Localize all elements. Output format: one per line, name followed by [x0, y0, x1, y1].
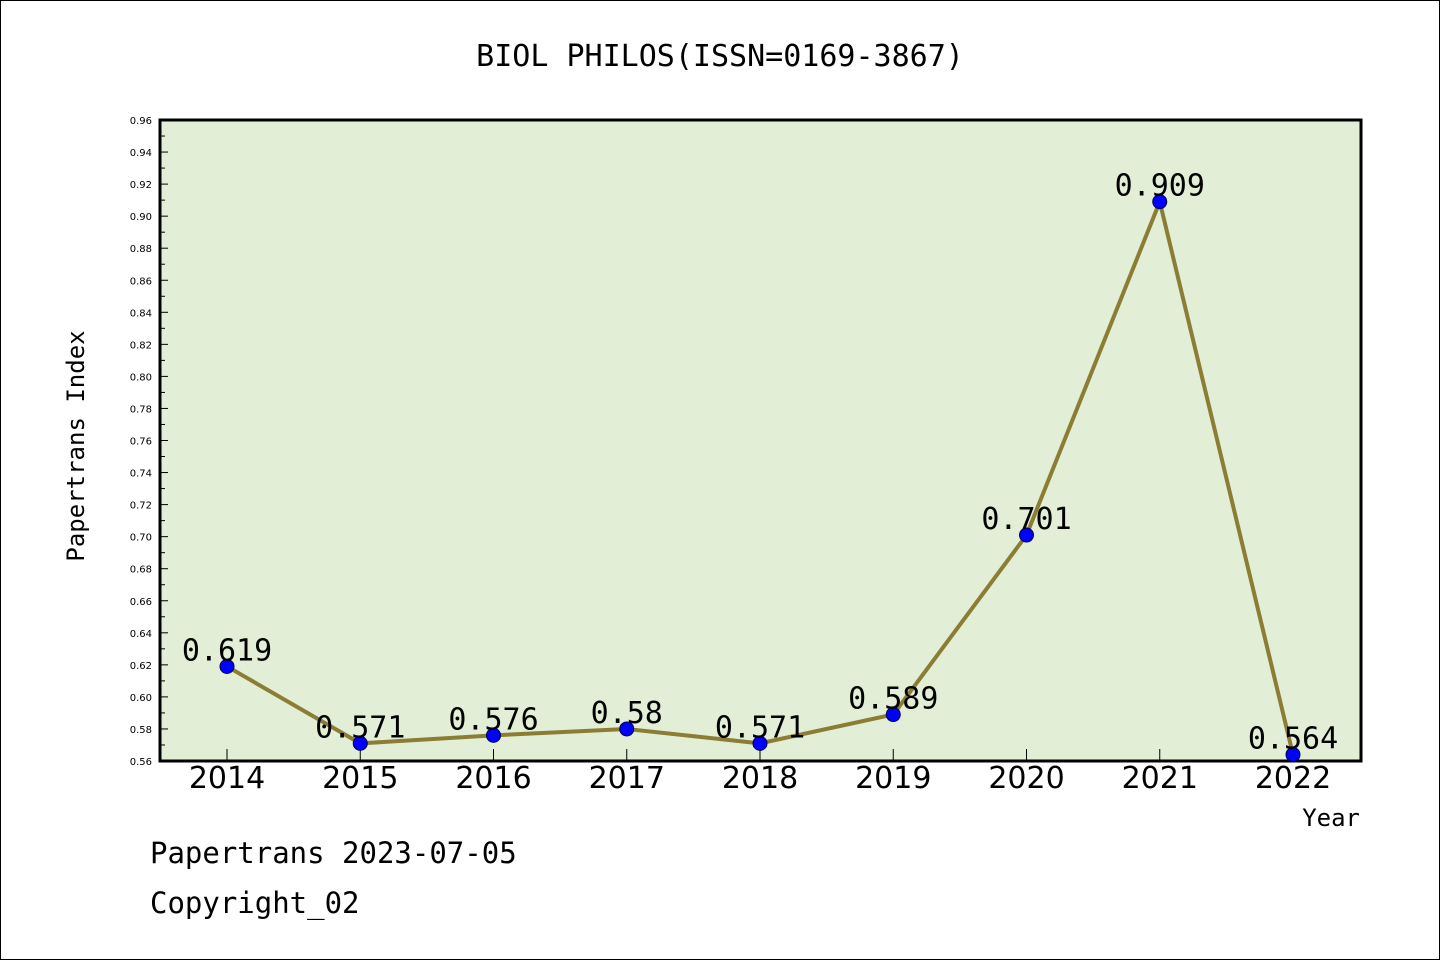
- y-tick-label: 0.82: [130, 340, 152, 351]
- y-tick-label: 0.88: [130, 244, 152, 255]
- y-axis-label: Papertrans Index: [62, 330, 90, 561]
- data-point: [352, 735, 368, 751]
- data-point: [619, 721, 635, 737]
- y-tick-label: 0.66: [130, 597, 152, 608]
- y-tick-label: 0.64: [130, 629, 152, 640]
- x-tick-label: 2018: [722, 761, 798, 796]
- data-label: 0.619: [182, 633, 272, 668]
- data-label: 0.564: [1248, 722, 1338, 757]
- y-axis: 0.56 0.58 0.60 0.62 0.64 0.66 0.68 0.70 0.72 0.74…: [130, 116, 168, 768]
- data-point: [752, 735, 768, 751]
- y-tick-label: 0.56: [130, 757, 152, 768]
- y-tick-label: 0.94: [130, 148, 152, 159]
- data-label: 0.571: [315, 710, 405, 745]
- data-markers: [219, 194, 1301, 763]
- footer-date: Papertrans 2023-07-05: [150, 836, 517, 870]
- x-tick-label: 2016: [455, 761, 531, 796]
- y-tick-label: 0.78: [130, 404, 152, 415]
- x-axis-label: Year: [1302, 804, 1360, 832]
- y-tick-label: 0.68: [130, 565, 152, 576]
- plot-area: [158, 118, 1363, 763]
- data-label: 0.909: [1115, 169, 1205, 204]
- y-tick-label: 0.74: [130, 469, 152, 480]
- data-point: [1152, 194, 1168, 210]
- y-tick-label: 0.96: [130, 116, 152, 127]
- y-tick-label: 0.62: [130, 661, 152, 672]
- data-point: [1019, 527, 1034, 543]
- data-label: 0.571: [715, 710, 805, 745]
- x-tick-label: 2017: [589, 761, 665, 796]
- y-tick-label: 0.58: [130, 725, 152, 736]
- chart-title: BIOL PHILOS(ISSN=0169-3867): [476, 39, 964, 74]
- footer-copyright: Copyright_02: [150, 886, 360, 920]
- y-tick-label: 0.60: [130, 693, 152, 704]
- x-tick-label: 2020: [988, 761, 1064, 796]
- data-point: [486, 727, 501, 743]
- y-tick-label: 0.86: [130, 276, 152, 287]
- data-labels: 0.619 0.571 0.576 0.58 0.571 0.589 0.701 0.909 0…: [182, 169, 1338, 757]
- y-tick-label: 0.72: [130, 501, 152, 512]
- y-tick-label: 0.76: [130, 437, 152, 448]
- data-label: 0.701: [981, 502, 1071, 537]
- y-tick-label: 0.80: [130, 372, 152, 383]
- x-tick-label: 2019: [855, 761, 931, 796]
- x-tick-label: 2021: [1122, 761, 1198, 796]
- x-tick-label: 2015: [322, 761, 398, 796]
- data-label: 0.576: [448, 702, 538, 737]
- data-label: 0.58: [591, 696, 663, 731]
- data-label: 0.589: [848, 682, 938, 717]
- data-point: [1285, 747, 1301, 763]
- x-tick-label: 2022: [1255, 761, 1331, 796]
- x-tick-label: 2014: [189, 761, 265, 796]
- y-tick-label: 0.84: [130, 308, 152, 319]
- y-tick-label: 0.70: [130, 533, 152, 544]
- y-tick-label: 0.90: [130, 212, 152, 223]
- y-tick-label: 0.92: [130, 180, 152, 191]
- x-axis: 2014 2015 2016 2017 2018 2019 2020 2021 2022: [189, 749, 1331, 796]
- data-point: [219, 658, 235, 674]
- data-point: [885, 707, 901, 723]
